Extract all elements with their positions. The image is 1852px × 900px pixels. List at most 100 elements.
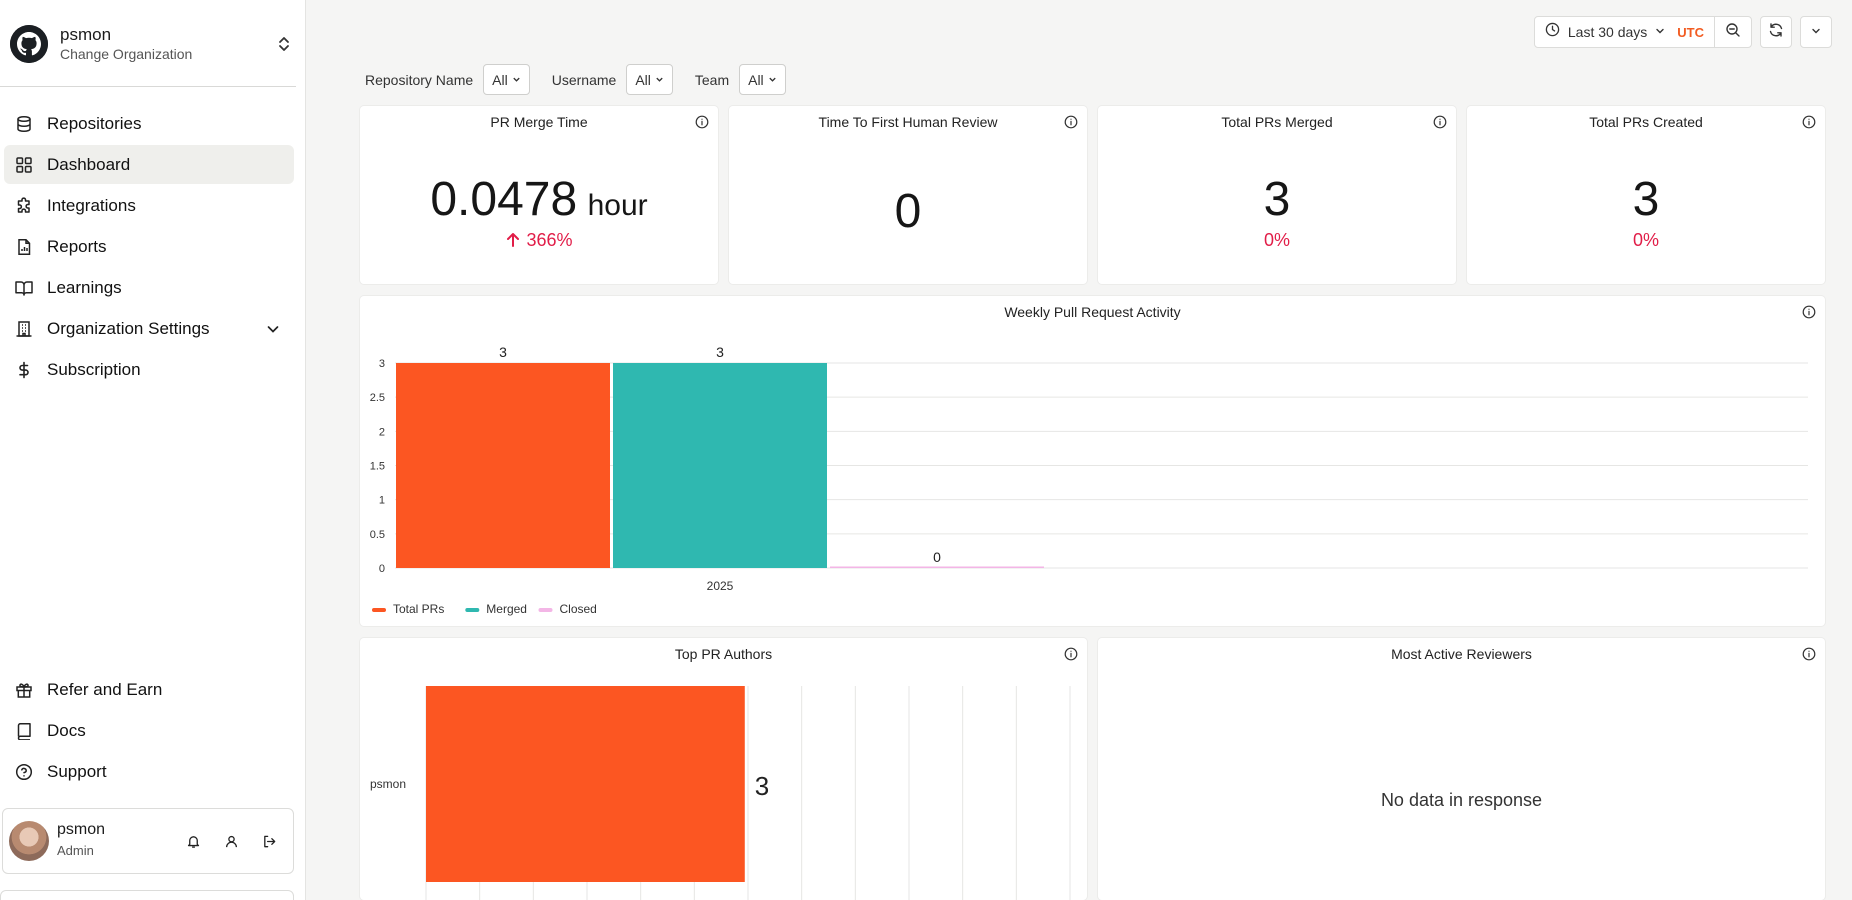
logout-icon[interactable] bbox=[259, 831, 279, 851]
chevron-up-down-icon[interactable] bbox=[272, 32, 296, 56]
refresh-icon bbox=[1768, 22, 1784, 43]
grid-icon bbox=[14, 155, 34, 175]
team-filter-select[interactable]: All bbox=[739, 64, 786, 95]
card-title: PR Merge Time bbox=[490, 114, 588, 130]
chevron-down-icon bbox=[1811, 23, 1821, 41]
user-actions bbox=[183, 831, 279, 851]
help-icon bbox=[14, 762, 34, 782]
date-range-picker[interactable]: Last 30 days UTC bbox=[1533, 16, 1752, 48]
most-active-reviewers-card: Most Active Reviewers No data in respons… bbox=[1098, 638, 1825, 900]
info-icon[interactable] bbox=[1801, 304, 1817, 320]
info-icon[interactable] bbox=[1063, 646, 1079, 662]
total-merged-delta: 0% bbox=[1263, 230, 1290, 250]
sidebar-item-label: Organization Settings bbox=[47, 318, 210, 338]
user-card: psmon Admin bbox=[2, 808, 294, 874]
avatar[interactable] bbox=[9, 821, 49, 861]
filter-bar: Repository Name All Username All Team Al… bbox=[365, 64, 808, 95]
refresh-options-button[interactable] bbox=[1800, 16, 1832, 48]
date-range-segment[interactable]: Last 30 days UTC bbox=[1535, 17, 1714, 47]
card-title: Total PRs Created bbox=[1589, 114, 1703, 130]
sidebar-item-support[interactable]: Support bbox=[4, 752, 294, 791]
total-created-value: 3 bbox=[1632, 173, 1660, 226]
sidebar: psmon Change Organization Repositories D… bbox=[0, 0, 306, 900]
username-filter-value: All bbox=[635, 71, 651, 88]
main-nav: Repositories Dashboard Integrations Repo… bbox=[0, 104, 306, 391]
chevron-down-icon bbox=[768, 75, 777, 84]
card-title: Time To First Human Review bbox=[818, 114, 998, 130]
team-filter-label: Team bbox=[694, 71, 730, 88]
bell-icon[interactable] bbox=[183, 831, 203, 851]
sidebar-item-label: Integrations bbox=[47, 195, 136, 215]
card-title: Total PRs Merged bbox=[1221, 114, 1333, 130]
bar-closed bbox=[830, 566, 1044, 568]
y-tick-label: 0 bbox=[379, 563, 385, 575]
total-prs-merged-card: Total PRs Merged 3 0% bbox=[1098, 106, 1456, 284]
sidebar-item-label: Docs bbox=[47, 720, 86, 740]
metric-value: 0.0478 hour bbox=[360, 172, 718, 227]
chart-title: Weekly Pull Request Activity bbox=[1004, 304, 1181, 320]
org-text: psmon Change Organization bbox=[60, 25, 272, 63]
report-icon bbox=[14, 237, 34, 257]
info-icon[interactable] bbox=[694, 114, 710, 130]
empty-state-text: No data in response bbox=[1380, 790, 1543, 810]
y-tick-label: 1.5 bbox=[370, 461, 385, 473]
weekly-pr-activity-card: Weekly Pull Request Activity 0 0.5 1 1.5 2 2.… bbox=[360, 296, 1825, 626]
sidebar-bottom-strip bbox=[0, 890, 294, 900]
sidebar-item-label: Reports bbox=[47, 236, 107, 256]
info-icon[interactable] bbox=[1801, 114, 1817, 130]
first-review-value: 0 bbox=[894, 185, 922, 238]
sidebar-item-learnings[interactable]: Learnings bbox=[4, 268, 294, 307]
sidebar-item-reports[interactable]: Reports bbox=[4, 227, 294, 266]
pr-merge-time-card: PR Merge Time 0.0478 hour 366% bbox=[360, 106, 718, 284]
sidebar-item-dashboard[interactable]: Dashboard bbox=[4, 145, 294, 184]
zoom-out-button[interactable] bbox=[1714, 17, 1751, 47]
info-icon[interactable] bbox=[1432, 114, 1448, 130]
sidebar-item-organization-settings[interactable]: Organization Settings bbox=[4, 309, 294, 348]
chevron-down-icon bbox=[1655, 23, 1665, 41]
refresh-button[interactable] bbox=[1760, 16, 1792, 48]
puzzle-icon bbox=[14, 196, 34, 216]
timezone-badge[interactable]: UTC bbox=[1677, 24, 1704, 40]
legend-swatch bbox=[372, 608, 386, 612]
chevron-down-icon bbox=[512, 75, 521, 84]
chevron-down-icon[interactable] bbox=[266, 322, 280, 336]
book-icon bbox=[14, 721, 34, 741]
repository-filter-select[interactable]: All bbox=[483, 64, 530, 95]
legend-label: Total PRs bbox=[393, 602, 444, 616]
y-tick-label: 1 bbox=[379, 495, 385, 507]
total-created-delta: 0% bbox=[1632, 230, 1659, 250]
top-authors-chart: psmon 3 bbox=[370, 686, 1071, 900]
database-icon bbox=[14, 114, 34, 134]
sidebar-item-docs[interactable]: Docs bbox=[4, 711, 294, 750]
merge-time-value: 0.0478 bbox=[430, 173, 578, 226]
change-organization-label: Change Organization bbox=[60, 46, 193, 62]
bar-merged bbox=[613, 363, 827, 568]
user-role: Admin bbox=[57, 843, 94, 858]
date-range-label: Last 30 days bbox=[1567, 24, 1648, 40]
chevron-down-icon bbox=[655, 75, 664, 84]
total-merged-value: 3 bbox=[1263, 173, 1291, 226]
sidebar-item-integrations[interactable]: Integrations bbox=[4, 186, 294, 225]
sidebar-item-repositories[interactable]: Repositories bbox=[4, 104, 294, 143]
organization-switcher[interactable]: psmon Change Organization bbox=[10, 20, 296, 68]
username-filter-select[interactable]: All bbox=[626, 64, 673, 95]
info-icon[interactable] bbox=[1801, 646, 1817, 662]
info-icon[interactable] bbox=[1063, 114, 1079, 130]
user-icon[interactable] bbox=[221, 831, 241, 851]
team-filter-value: All bbox=[748, 71, 764, 88]
y-tick-label: 0.5 bbox=[370, 529, 385, 541]
y-tick-label: 2.5 bbox=[370, 392, 385, 404]
total-prs-created-card: Total PRs Created 3 0% bbox=[1467, 106, 1825, 284]
sidebar-item-refer-and-earn[interactable]: Refer and Earn bbox=[4, 670, 294, 709]
sidebar-item-subscription[interactable]: Subscription bbox=[4, 350, 294, 389]
sidebar-item-label: Refer and Earn bbox=[47, 679, 163, 699]
user-name: psmon bbox=[57, 821, 106, 838]
y-tick-label: 3 bbox=[379, 358, 385, 370]
chart-title: Top PR Authors bbox=[674, 646, 773, 662]
sidebar-item-label: Support bbox=[47, 761, 107, 781]
repository-filter-value: All bbox=[492, 71, 508, 88]
org-name: psmon bbox=[60, 25, 112, 44]
sidebar-item-label: Dashboard bbox=[47, 154, 131, 174]
bar-author bbox=[426, 686, 745, 882]
sidebar-divider bbox=[0, 86, 296, 87]
